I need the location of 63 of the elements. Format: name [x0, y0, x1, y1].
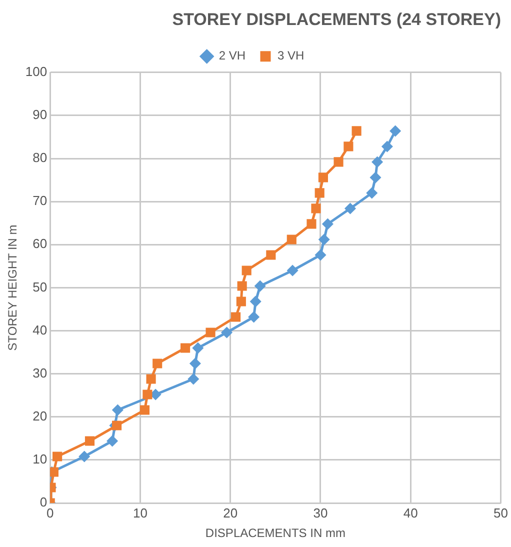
- x-tick-label: 40: [403, 505, 418, 520]
- y-tick-label: 60: [32, 236, 48, 252]
- y-tick-label: 50: [32, 279, 48, 294]
- legend-label: 3 VH: [278, 48, 304, 63]
- y-tick-label: 10: [32, 452, 48, 467]
- y-axis-title: STOREY HEIGHT IN m: [6, 224, 20, 351]
- point: [152, 358, 162, 368]
- point: [311, 204, 321, 214]
- legend-label: 2 VH: [218, 48, 246, 63]
- y-tick-label: 80: [32, 150, 48, 166]
- point: [79, 451, 90, 462]
- point: [266, 250, 276, 260]
- chart-title: STOREY DISPLACEMENTS (24 STOREY): [172, 10, 501, 29]
- x-axis-title: DISPLACEMENTS IN mm: [205, 526, 346, 540]
- point: [112, 420, 122, 430]
- point: [390, 126, 401, 136]
- point: [188, 374, 199, 384]
- point: [190, 358, 200, 369]
- point: [230, 312, 241, 322]
- point: [222, 327, 232, 338]
- point: [237, 281, 247, 291]
- point: [372, 156, 383, 168]
- x-tick-label: 20: [223, 505, 238, 520]
- point: [314, 188, 324, 198]
- point: [352, 126, 362, 136]
- y-tick-label: 90: [32, 107, 48, 122]
- point: [334, 157, 344, 167]
- point: [142, 390, 152, 400]
- point: [286, 234, 296, 244]
- point: [344, 142, 354, 152]
- point: [248, 312, 260, 322]
- y-tick-label: 40: [32, 322, 48, 338]
- point: [206, 328, 216, 338]
- x-tick-label: 10: [132, 505, 148, 520]
- point: [112, 404, 123, 416]
- point: [180, 343, 190, 353]
- point: [84, 436, 95, 446]
- point: [192, 342, 204, 354]
- point: [318, 172, 328, 182]
- point: [306, 219, 316, 229]
- y-tick-label: 70: [32, 193, 48, 208]
- point: [107, 436, 118, 446]
- point: [146, 374, 156, 384]
- y-tick-label: 20: [32, 408, 48, 424]
- point: [322, 218, 333, 230]
- y-tick-label: 100: [25, 64, 48, 79]
- point: [236, 296, 246, 306]
- point: [242, 266, 252, 276]
- point: [315, 250, 326, 260]
- y-tick-label: 0: [40, 494, 48, 510]
- point: [366, 188, 378, 198]
- y-tick-label: 30: [32, 365, 48, 380]
- point: [140, 405, 150, 415]
- point: [344, 203, 356, 214]
- point: [370, 172, 381, 183]
- x-tick-label: 50: [494, 505, 508, 520]
- point: [254, 280, 266, 292]
- x-tick-label: 30: [313, 505, 328, 520]
- point: [250, 296, 261, 307]
- point: [287, 265, 298, 276]
- point: [382, 141, 392, 152]
- point: [52, 452, 62, 462]
- point: [318, 234, 330, 245]
